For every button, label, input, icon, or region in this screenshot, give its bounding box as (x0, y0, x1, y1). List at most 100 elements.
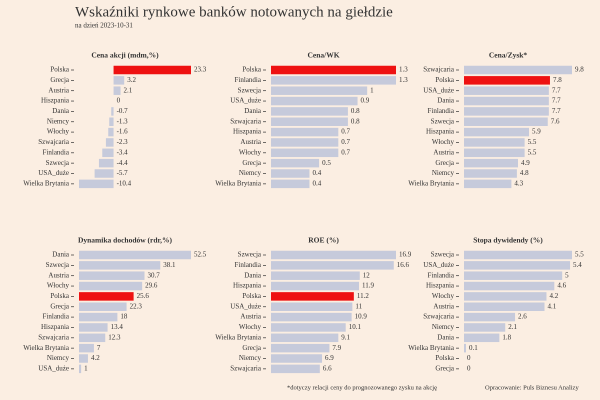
category-label: Szwecja (238, 251, 262, 259)
category-label: Grecja (50, 302, 70, 310)
category-label: Niemcy (432, 323, 455, 331)
bar (271, 323, 346, 332)
value-label: 11 (355, 302, 362, 310)
bar (79, 261, 161, 270)
value-label: 3.2 (127, 76, 136, 84)
value-label: 5.9 (532, 128, 541, 136)
bar (271, 107, 348, 116)
category-label: Hiszpania (233, 282, 262, 290)
panel-title: ROE (%) (308, 236, 339, 245)
category-label: Szwecja (431, 117, 455, 125)
category-label: Niemcy (432, 169, 455, 177)
category-label: Niemcy (239, 354, 262, 362)
bar (464, 138, 525, 147)
category-label: Grecja (435, 364, 455, 372)
value-label: 7.8 (553, 76, 562, 84)
category-label: Polska (435, 76, 455, 84)
value-label: 4.2 (549, 292, 558, 300)
bar (464, 127, 530, 137)
category-label: USA_duże (423, 86, 454, 94)
bar (79, 364, 82, 374)
category-label: Finlandia (428, 271, 455, 279)
value-label: 7.7 (552, 107, 561, 115)
category-label: Szwajcaria (38, 138, 70, 146)
category-label: Włochy (432, 138, 455, 146)
value-label: 12 (363, 271, 371, 279)
value-label: 5.5 (528, 138, 537, 146)
value-label: 0.9 (361, 97, 370, 105)
value-label: 16.9 (399, 251, 412, 259)
value-label: 23.3 (194, 66, 207, 74)
bar (271, 96, 358, 106)
panel-title: Cena/WK (307, 51, 339, 60)
category-label: Wielka Brytania (408, 344, 455, 352)
category-label: Hiszpania (426, 282, 455, 290)
bar (271, 281, 360, 291)
category-label: Szwajcaria (230, 117, 262, 125)
bar (271, 148, 339, 158)
category-label: Hiszpania (41, 97, 70, 105)
category-label: USA_duże (38, 169, 69, 177)
category-label: Włochy (239, 323, 262, 331)
bar (271, 292, 354, 301)
bar (271, 86, 368, 95)
value-label: -3.4 (117, 148, 129, 156)
value-label: 7.7 (552, 97, 561, 105)
category-label: Dania (244, 271, 262, 279)
value-label: 0 (117, 97, 121, 105)
bar (464, 261, 571, 270)
bar (271, 302, 353, 311)
bar (79, 343, 94, 353)
value-label: 6.6 (323, 364, 332, 372)
bar (94, 169, 114, 178)
bar (464, 323, 506, 332)
category-label: Austria (240, 138, 262, 146)
bar (271, 333, 339, 343)
category-label: Polska (50, 292, 70, 300)
bar (271, 179, 310, 189)
category-label: Polska (242, 66, 262, 74)
value-label: 4.6 (557, 282, 566, 290)
value-label: -10.4 (117, 179, 132, 187)
value-label: 29.6 (145, 282, 158, 290)
value-label: -1.6 (117, 128, 129, 136)
value-label: 0.7 (341, 138, 350, 146)
bar (102, 148, 114, 158)
bar (79, 312, 118, 322)
category-label: USA_duże (38, 364, 69, 372)
value-label: 30.7 (147, 271, 160, 279)
bar (79, 354, 88, 363)
value-label: 2.1 (508, 323, 517, 331)
bar (464, 333, 500, 343)
bar (79, 250, 191, 260)
value-label: 7.9 (332, 344, 341, 352)
bar (271, 127, 339, 137)
bar (108, 127, 114, 137)
value-label: 0.4 (312, 179, 321, 187)
panel-title: Dynamika dochodów (rdr,%) (78, 236, 173, 245)
value-label: 25.6 (137, 292, 150, 300)
value-label: 0.8 (351, 107, 360, 115)
category-label: Wielka Brytania (23, 344, 70, 352)
category-label: Wielka Brytania (215, 179, 262, 187)
category-label: Szwajcaria (38, 333, 70, 341)
value-label: 0.8 (351, 117, 360, 125)
value-label: 1.3 (399, 66, 408, 74)
category-label: USA_duże (423, 261, 454, 269)
bar (79, 281, 143, 291)
value-label: 7.6 (551, 117, 560, 125)
bar (464, 343, 466, 353)
bar (464, 65, 572, 75)
category-label: Austria (240, 313, 262, 321)
panel-title: Cena/Zysk* (489, 51, 528, 60)
value-label: -1.3 (117, 117, 129, 125)
value-label: 1 (370, 86, 374, 94)
panel-title: Cena akcji (mdm,%) (91, 51, 159, 60)
bar (271, 76, 396, 85)
bar (271, 312, 352, 322)
value-label: 22.3 (130, 302, 143, 310)
category-label: Grecja (50, 76, 70, 84)
bar (79, 179, 114, 189)
category-label: Włochy (47, 282, 70, 290)
value-label: 11.2 (357, 292, 369, 300)
